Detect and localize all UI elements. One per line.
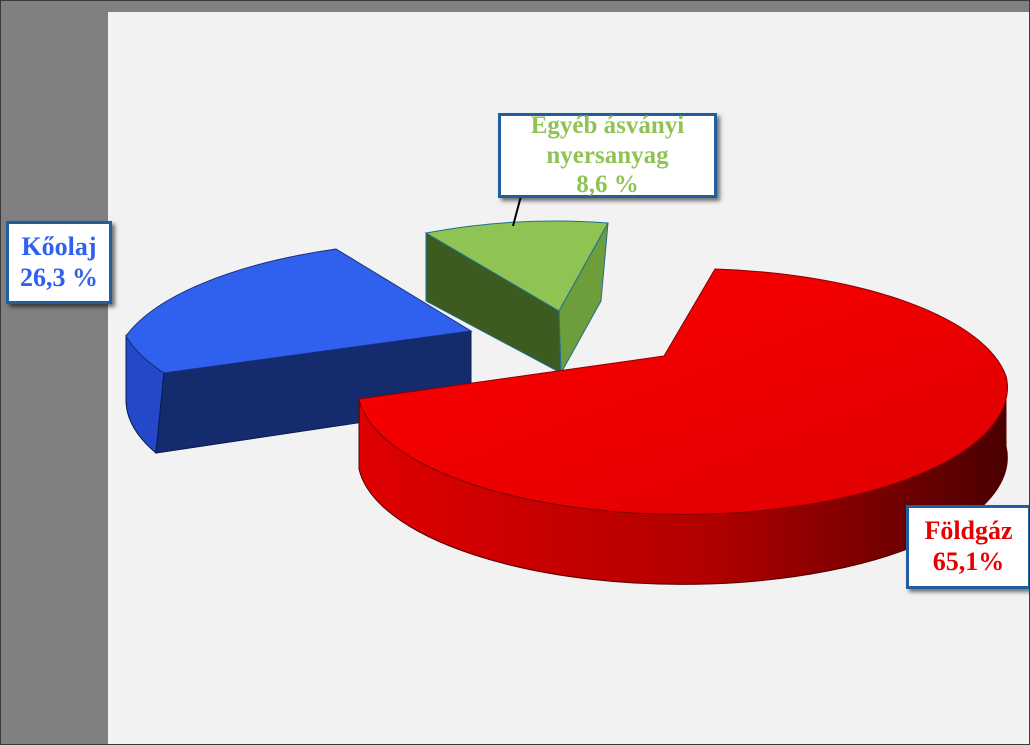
- slice-egyeb-top: [424, 220, 609, 312]
- data-label-foldgaz: Földgáz 65,1%: [906, 505, 1029, 589]
- slice-foldgaz: [358, 268, 1008, 585]
- label-koolaj-name: Kőolaj: [21, 231, 97, 261]
- slice-koolaj: [125, 248, 473, 454]
- label-egyeb-value: 8,6 %: [576, 171, 639, 199]
- leader-line-egyeb: [512, 195, 522, 227]
- slice-foldgaz-top: [358, 268, 1008, 515]
- label-foldgaz-value: 65,1%: [932, 547, 1005, 576]
- slice-egyeb: [424, 220, 609, 375]
- slice-koolaj-top: [125, 248, 473, 374]
- label-egyeb-line1: Egyéb ásványi: [530, 112, 685, 140]
- data-label-koolaj: Kőolaj 26,3 %: [6, 221, 112, 304]
- label-egyeb-line2: nyersanyag: [546, 141, 669, 169]
- label-foldgaz-name: Földgáz: [924, 516, 1013, 546]
- data-label-egyeb: Egyéb ásványi nyersanyag 8,6 %: [498, 112, 717, 199]
- label-koolaj-value: 26,3 %: [20, 262, 98, 292]
